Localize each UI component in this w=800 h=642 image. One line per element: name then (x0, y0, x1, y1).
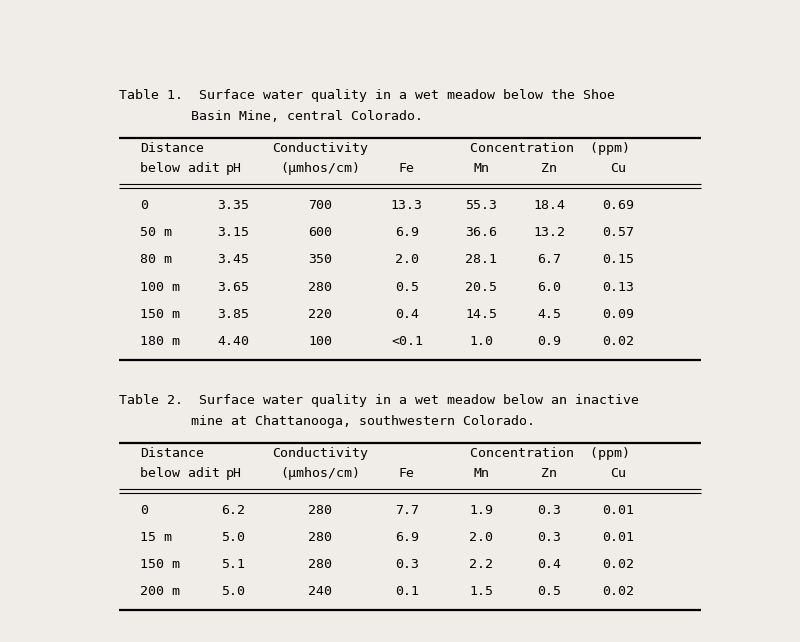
Text: 13.2: 13.2 (534, 226, 566, 239)
Text: 0.3: 0.3 (538, 531, 562, 544)
Text: 150 m: 150 m (140, 559, 180, 571)
Text: Conductivity: Conductivity (272, 447, 368, 460)
Text: Fe: Fe (399, 467, 415, 480)
Text: 18.4: 18.4 (534, 199, 566, 212)
Text: 280: 280 (308, 504, 332, 517)
Text: (μmhos/cm): (μmhos/cm) (280, 467, 360, 480)
Text: 20.5: 20.5 (466, 281, 498, 293)
Text: pH: pH (226, 467, 242, 480)
Text: 0: 0 (140, 504, 148, 517)
Text: 3.65: 3.65 (218, 281, 250, 293)
Text: Conductivity: Conductivity (272, 142, 368, 155)
Text: 0.01: 0.01 (602, 504, 634, 517)
Text: Concentration  (ppm): Concentration (ppm) (470, 142, 630, 155)
Text: 0.01: 0.01 (602, 531, 634, 544)
Text: 240: 240 (308, 586, 332, 598)
Text: 700: 700 (308, 199, 332, 212)
Text: 3.85: 3.85 (218, 308, 250, 321)
Text: 2.0: 2.0 (470, 531, 494, 544)
Text: 6.2: 6.2 (222, 504, 246, 517)
Text: 36.6: 36.6 (466, 226, 498, 239)
Text: 0.13: 0.13 (602, 281, 634, 293)
Text: Mn: Mn (474, 162, 490, 175)
Text: 150 m: 150 m (140, 308, 180, 321)
Text: Zn: Zn (542, 467, 558, 480)
Text: 0: 0 (140, 199, 148, 212)
Text: 5.0: 5.0 (222, 586, 246, 598)
Text: 15 m: 15 m (140, 531, 172, 544)
Text: 0.57: 0.57 (602, 226, 634, 239)
Text: below adit: below adit (140, 467, 220, 480)
Text: Fe: Fe (399, 162, 415, 175)
Text: Distance: Distance (140, 142, 204, 155)
Text: 100: 100 (308, 335, 332, 348)
Text: 3.35: 3.35 (218, 199, 250, 212)
Text: 28.1: 28.1 (466, 254, 498, 266)
Text: 6.9: 6.9 (395, 226, 419, 239)
Text: 0.9: 0.9 (538, 335, 562, 348)
Text: Table 1.  Surface water quality in a wet meadow below the Shoe: Table 1. Surface water quality in a wet … (118, 89, 614, 102)
Text: 0.69: 0.69 (602, 199, 634, 212)
Text: Zn: Zn (542, 162, 558, 175)
Text: Table 2.  Surface water quality in a wet meadow below an inactive: Table 2. Surface water quality in a wet … (118, 394, 638, 407)
Text: (μmhos/cm): (μmhos/cm) (280, 162, 360, 175)
Text: Mn: Mn (474, 467, 490, 480)
Text: 0.15: 0.15 (602, 254, 634, 266)
Text: 0.5: 0.5 (395, 281, 419, 293)
Text: 80 m: 80 m (140, 254, 172, 266)
Text: 2.0: 2.0 (395, 254, 419, 266)
Text: 7.7: 7.7 (395, 504, 419, 517)
Text: 6.7: 6.7 (538, 254, 562, 266)
Text: Concentration  (ppm): Concentration (ppm) (470, 447, 630, 460)
Text: 350: 350 (308, 254, 332, 266)
Text: 14.5: 14.5 (466, 308, 498, 321)
Text: 0.4: 0.4 (538, 559, 562, 571)
Text: mine at Chattanooga, southwestern Colorado.: mine at Chattanooga, southwestern Colora… (118, 415, 534, 428)
Text: 4.5: 4.5 (538, 308, 562, 321)
Text: 0.02: 0.02 (602, 335, 634, 348)
Text: 0.02: 0.02 (602, 586, 634, 598)
Text: 0.09: 0.09 (602, 308, 634, 321)
Text: 200 m: 200 m (140, 586, 180, 598)
Text: 220: 220 (308, 308, 332, 321)
Text: 1.5: 1.5 (470, 586, 494, 598)
Text: 600: 600 (308, 226, 332, 239)
Text: 0.3: 0.3 (538, 504, 562, 517)
Text: 1.9: 1.9 (470, 504, 494, 517)
Text: <0.1: <0.1 (391, 335, 423, 348)
Text: 2.2: 2.2 (470, 559, 494, 571)
Text: 0.5: 0.5 (538, 586, 562, 598)
Text: Distance: Distance (140, 447, 204, 460)
Text: 4.40: 4.40 (218, 335, 250, 348)
Text: 55.3: 55.3 (466, 199, 498, 212)
Text: 280: 280 (308, 531, 332, 544)
Text: 100 m: 100 m (140, 281, 180, 293)
Text: 5.0: 5.0 (222, 531, 246, 544)
Text: 0.4: 0.4 (395, 308, 419, 321)
Text: Cu: Cu (610, 162, 626, 175)
Text: 0.3: 0.3 (395, 559, 419, 571)
Text: 280: 280 (308, 559, 332, 571)
Text: Cu: Cu (610, 467, 626, 480)
Text: 5.1: 5.1 (222, 559, 246, 571)
Text: 13.3: 13.3 (391, 199, 423, 212)
Text: 3.15: 3.15 (218, 226, 250, 239)
Text: 50 m: 50 m (140, 226, 172, 239)
Text: pH: pH (226, 162, 242, 175)
Text: below adit: below adit (140, 162, 220, 175)
Text: 3.45: 3.45 (218, 254, 250, 266)
Text: 6.9: 6.9 (395, 531, 419, 544)
Text: 280: 280 (308, 281, 332, 293)
Text: 180 m: 180 m (140, 335, 180, 348)
Text: 1.0: 1.0 (470, 335, 494, 348)
Text: 0.1: 0.1 (395, 586, 419, 598)
Text: 0.02: 0.02 (602, 559, 634, 571)
Text: Basin Mine, central Colorado.: Basin Mine, central Colorado. (118, 110, 422, 123)
Text: 6.0: 6.0 (538, 281, 562, 293)
